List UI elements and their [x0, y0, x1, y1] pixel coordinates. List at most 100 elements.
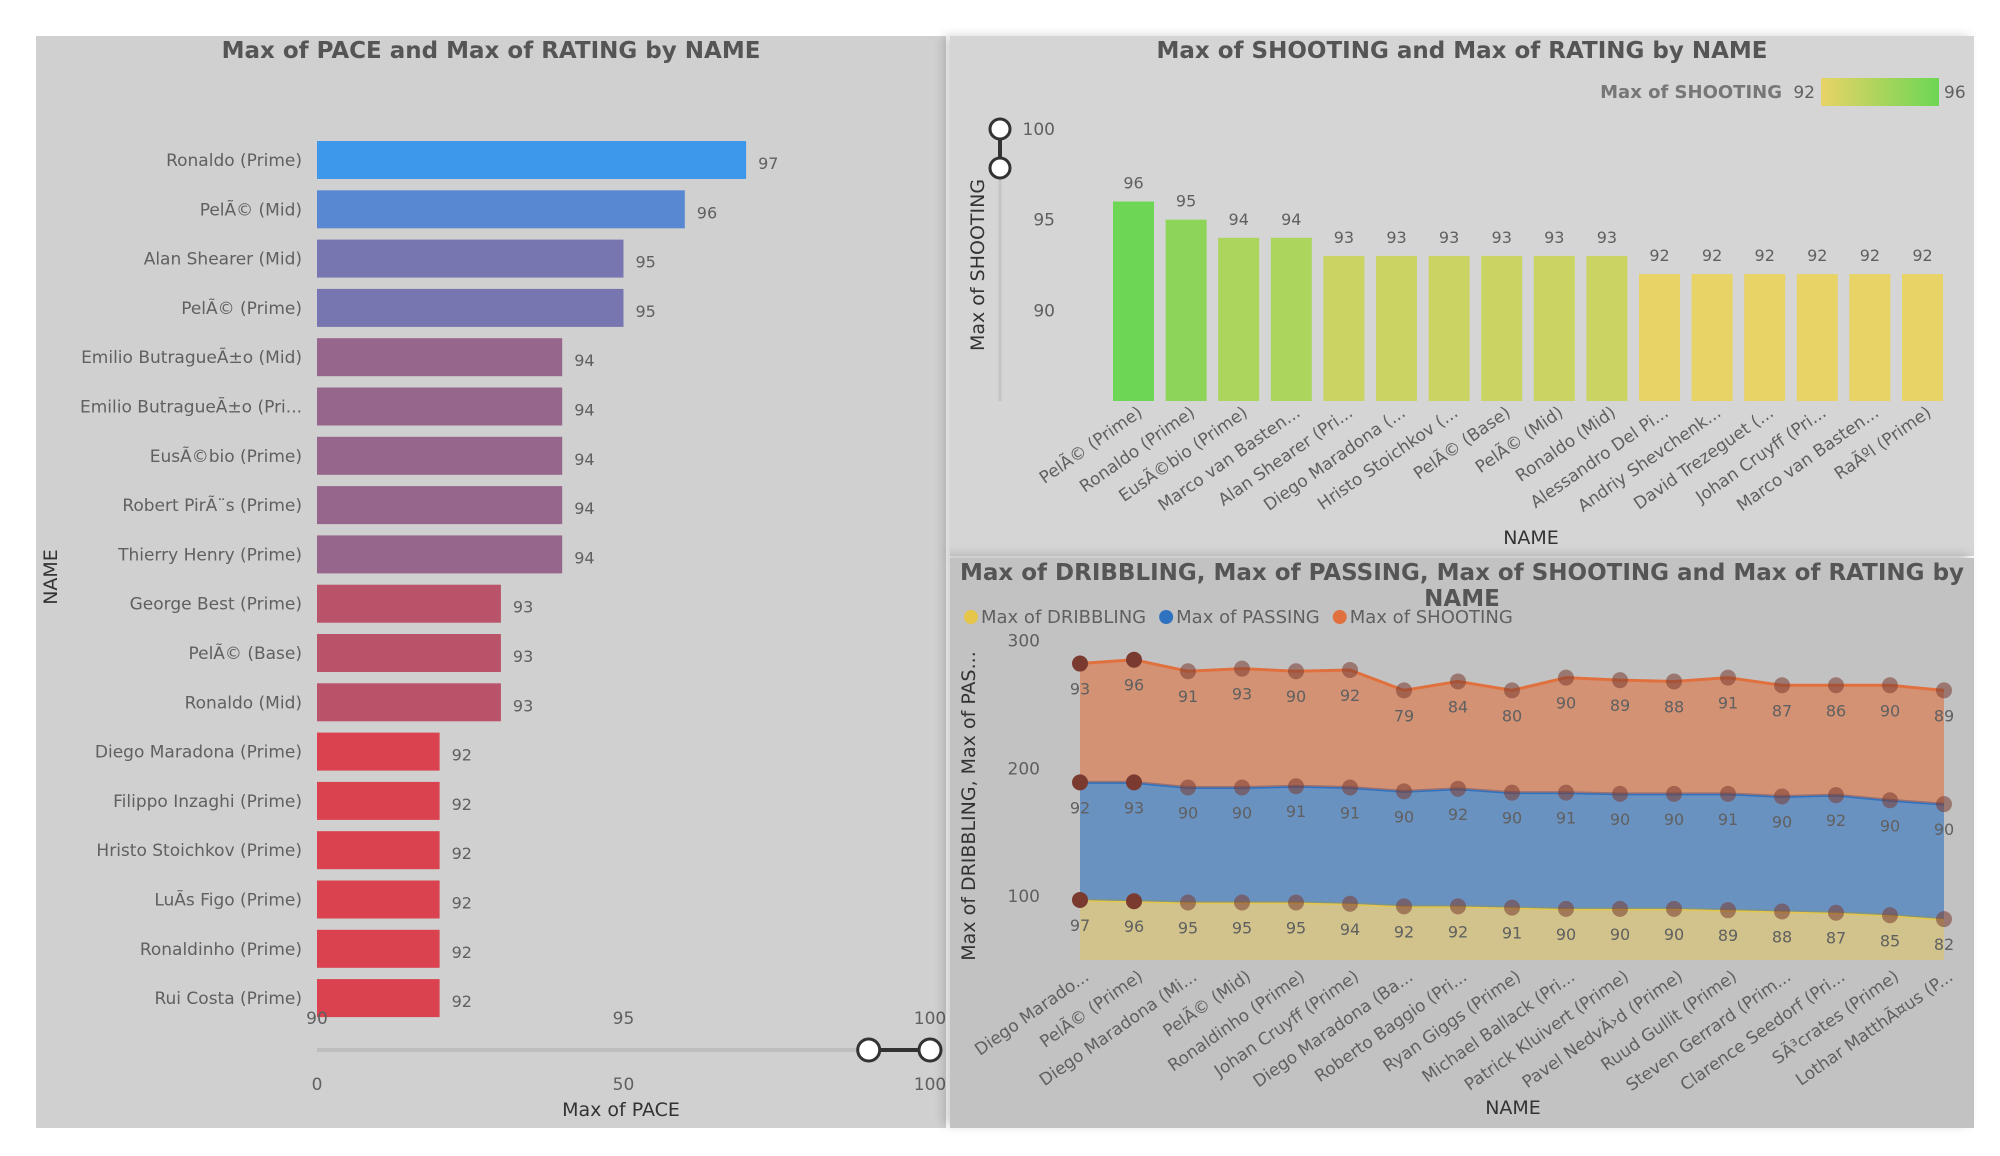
data-point[interactable] — [1342, 895, 1358, 912]
data-point[interactable] — [1234, 660, 1250, 677]
data-point[interactable] — [1234, 894, 1250, 911]
pace-bar[interactable] — [317, 486, 563, 525]
shooting-bar[interactable] — [1428, 255, 1470, 401]
pace-bar[interactable] — [317, 732, 440, 771]
shooting-bar[interactable] — [1323, 255, 1365, 401]
data-point[interactable] — [1558, 900, 1574, 917]
data-point[interactable] — [1072, 774, 1088, 791]
data-point[interactable] — [1396, 682, 1412, 699]
pace-bar[interactable] — [317, 338, 563, 377]
data-point[interactable] — [1666, 900, 1682, 917]
data-point[interactable] — [1882, 677, 1898, 694]
data-point[interactable] — [1288, 778, 1304, 795]
data-point[interactable] — [1072, 655, 1088, 672]
pace-bar[interactable] — [317, 239, 624, 278]
data-point[interactable] — [1666, 673, 1682, 690]
data-point[interactable] — [1828, 904, 1844, 921]
data-label: 94 — [1229, 210, 1249, 229]
data-label: 92 — [1394, 922, 1414, 941]
shooting-bar[interactable] — [1796, 274, 1838, 401]
data-label: 94 — [1340, 920, 1360, 939]
pace-bar[interactable] — [317, 584, 501, 623]
data-point[interactable] — [1504, 899, 1520, 916]
pace-bar[interactable] — [317, 141, 747, 179]
data-point[interactable] — [1126, 893, 1142, 910]
pace-bar[interactable] — [317, 831, 440, 870]
data-point[interactable] — [1180, 663, 1196, 680]
shooting-bar[interactable] — [1376, 255, 1417, 401]
data-point[interactable] — [1180, 779, 1196, 796]
pace-bar[interactable] — [317, 929, 440, 968]
data-point[interactable] — [1828, 677, 1844, 694]
data-point[interactable] — [1774, 903, 1790, 920]
shooting-bar[interactable] — [1113, 201, 1154, 401]
data-point[interactable] — [1450, 673, 1466, 690]
data-label: 92 — [1912, 246, 1932, 265]
data-point[interactable] — [1396, 783, 1412, 800]
data-point[interactable] — [1180, 894, 1196, 911]
skills-chart-title: Max of DRIBBLING, Max of PASSING, Max of… — [959, 560, 1965, 612]
data-point[interactable] — [1882, 792, 1898, 809]
data-point[interactable] — [1612, 900, 1628, 917]
data-label: 90 — [1934, 820, 1954, 839]
data-point[interactable] — [1774, 677, 1790, 694]
data-point[interactable] — [1450, 780, 1466, 797]
data-point[interactable] — [1126, 651, 1142, 668]
pace-bar[interactable] — [317, 387, 563, 426]
data-point[interactable] — [1126, 774, 1142, 791]
data-point[interactable] — [1936, 796, 1952, 813]
pace-bar[interactable] — [317, 535, 563, 574]
shooting-bar[interactable] — [1270, 237, 1312, 401]
pace-bar[interactable] — [317, 880, 440, 919]
data-point[interactable] — [1936, 682, 1952, 699]
data-point[interactable] — [1666, 785, 1682, 802]
shooting-bar[interactable] — [1639, 274, 1680, 401]
data-point[interactable] — [1504, 682, 1520, 699]
data-point[interactable] — [1720, 785, 1736, 802]
pace-bar[interactable] — [317, 979, 440, 1018]
data-point[interactable] — [1288, 663, 1304, 680]
data-point[interactable] — [1558, 669, 1574, 686]
data-point[interactable] — [1450, 898, 1466, 915]
data-point[interactable] — [1558, 784, 1574, 801]
data-point[interactable] — [1612, 785, 1628, 802]
pace-bar[interactable] — [317, 634, 501, 672]
data-point[interactable] — [1612, 672, 1628, 689]
y-tick-label: EusÃ©bio (Prime) — [150, 445, 302, 467]
data-point[interactable] — [1936, 911, 1952, 928]
data-point[interactable] — [1342, 779, 1358, 796]
pace-bar[interactable] — [317, 683, 501, 722]
data-point[interactable] — [1288, 894, 1304, 911]
pace-bar[interactable] — [317, 190, 685, 229]
data-label: 95 — [1178, 919, 1198, 938]
data-point[interactable] — [1720, 669, 1736, 686]
zoom-slider-handle[interactable] — [988, 117, 1012, 141]
shooting-bar[interactable] — [1849, 274, 1891, 401]
zoom-slider-handle[interactable] — [988, 156, 1012, 180]
shooting-bar[interactable] — [1533, 255, 1575, 401]
pace-bar[interactable] — [317, 288, 624, 327]
data-point[interactable] — [1720, 902, 1736, 919]
data-point[interactable] — [1774, 788, 1790, 805]
data-point[interactable] — [1828, 787, 1844, 804]
data-point[interactable] — [1396, 898, 1412, 915]
range-slider-handle[interactable] — [917, 1037, 943, 1063]
shooting-bar[interactable] — [1586, 255, 1628, 401]
pace-bar[interactable] — [317, 436, 563, 475]
range-slider-handle[interactable] — [856, 1037, 882, 1063]
data-point[interactable] — [1342, 661, 1358, 678]
data-point[interactable] — [1504, 784, 1520, 801]
data-point[interactable] — [1234, 779, 1250, 796]
data-point[interactable] — [1882, 907, 1898, 924]
shooting-bar[interactable] — [1165, 219, 1207, 401]
data-label: 96 — [697, 203, 717, 222]
series-area[interactable] — [1080, 782, 1944, 920]
data-point[interactable] — [1072, 891, 1088, 908]
series-area[interactable] — [1080, 659, 1944, 805]
shooting-bar[interactable] — [1691, 274, 1733, 401]
shooting-bar[interactable] — [1481, 255, 1523, 401]
pace-bar[interactable] — [317, 781, 440, 820]
shooting-bar[interactable] — [1218, 237, 1260, 401]
shooting-bar[interactable] — [1744, 274, 1786, 401]
shooting-bar[interactable] — [1902, 274, 1943, 401]
